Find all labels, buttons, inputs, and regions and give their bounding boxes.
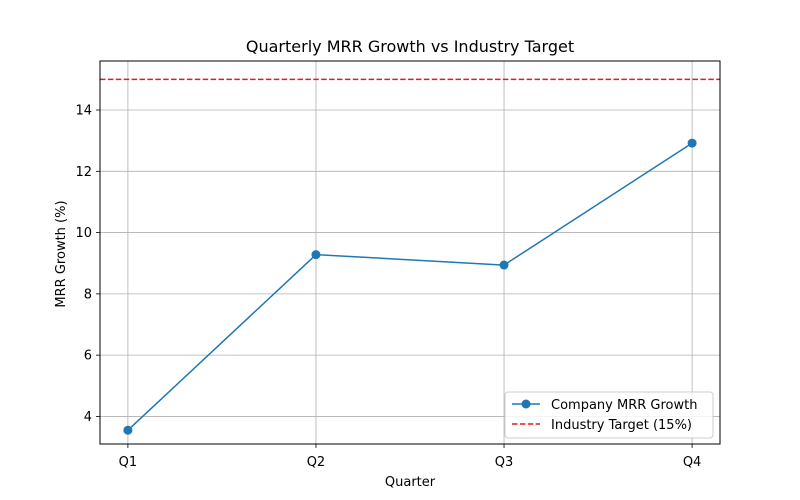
y-tick-label: 8 (84, 287, 92, 302)
legend-label-company-mrr-growth: Company MRR Growth (551, 398, 697, 413)
y-tick-label: 6 (84, 349, 92, 364)
legend-box (504, 391, 714, 439)
y-tick-label: 12 (75, 165, 92, 180)
data-point (687, 138, 697, 148)
x-axis-label: Quarter (385, 475, 436, 490)
legend-label-industry-target: Industry Target (15%) (551, 418, 692, 433)
x-tick-label: Q4 (683, 455, 702, 470)
legend: Company MRR Growth Industry Target (15%) (504, 391, 714, 439)
y-axis-label: MRR Growth (%) (54, 200, 69, 307)
x-tick-label: Q2 (307, 455, 326, 470)
x-tick-label: Q3 (495, 455, 514, 470)
data-point (123, 425, 133, 435)
data-point (311, 250, 321, 260)
legend-marker-company-mrr-growth (521, 399, 531, 409)
y-tick-label: 10 (75, 226, 92, 241)
chart-title: Quarterly MRR Growth vs Industry Target (246, 37, 574, 56)
data-point (499, 260, 509, 270)
tick-layer: Q1 Q2 Q3 Q4 4 6 8 10 12 14 (75, 104, 701, 470)
x-tick-label: Q1 (119, 455, 138, 470)
series-layer (123, 138, 697, 435)
y-tick-label: 4 (84, 410, 92, 425)
y-tick-label: 14 (75, 104, 92, 119)
series-line-company-mrr-growth (127, 142, 693, 431)
plot-frame (99, 60, 721, 445)
